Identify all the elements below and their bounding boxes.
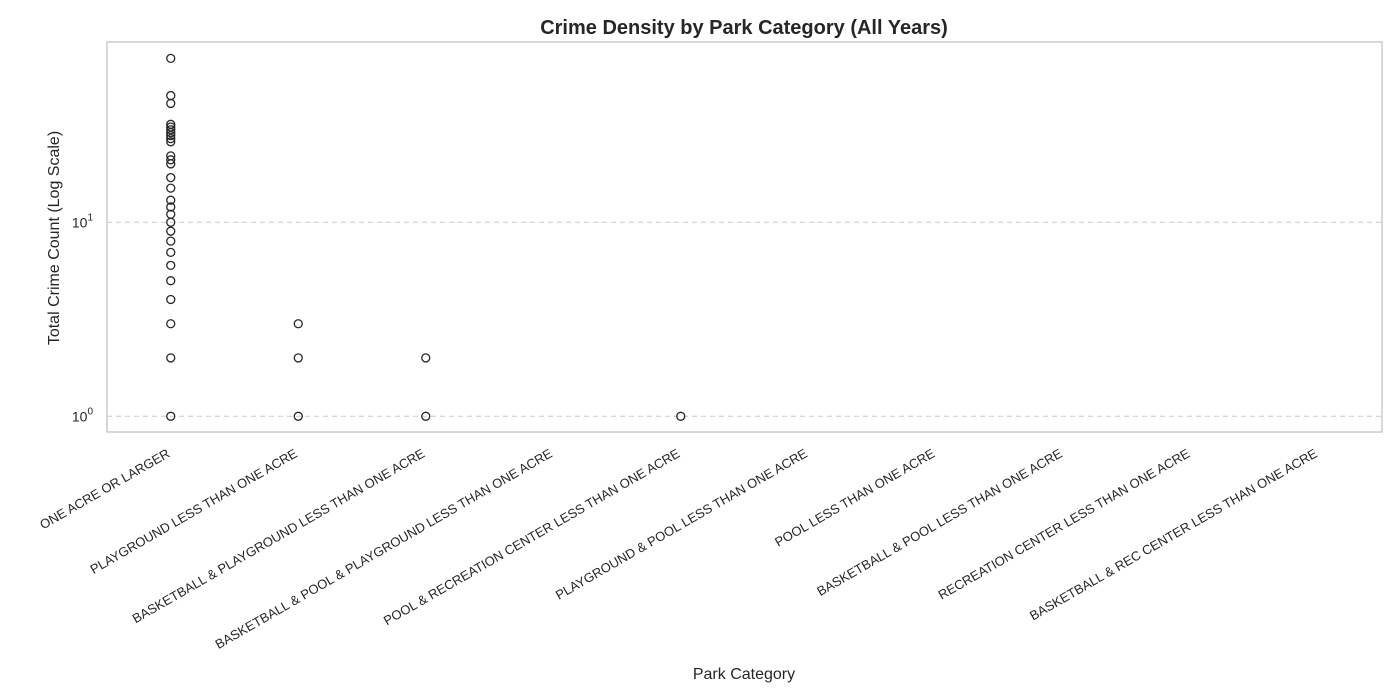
data-point	[293, 411, 303, 421]
x-tick-label: BASKETBALL & REC CENTER LESS THAN ONE AC…	[1027, 445, 1320, 623]
data-point	[166, 294, 176, 305]
y-axis-label: Total Crime Count (Log Scale)	[46, 131, 63, 345]
data-point	[166, 217, 176, 227]
data-point	[421, 353, 431, 363]
data-points	[166, 53, 686, 421]
data-point	[676, 411, 686, 421]
y-axis-ticks: 100 101	[72, 212, 94, 424]
data-point	[166, 236, 176, 246]
data-point	[166, 226, 176, 236]
x-tick-label: PLAYGROUND LESS THAN ONE ACRE	[87, 445, 300, 576]
data-point	[166, 137, 176, 147]
plot-area	[106, 41, 1383, 433]
x-axis-label: Park Category	[693, 666, 795, 683]
data-point	[166, 183, 176, 193]
data-point	[166, 353, 176, 363]
data-point	[166, 127, 176, 138]
data-point	[166, 195, 176, 205]
data-point	[166, 202, 176, 212]
data-point	[293, 319, 303, 329]
data-point	[166, 276, 176, 286]
x-tick-label: BASKETBALL & PLAYGROUND LESS THAN ONE AC…	[130, 445, 428, 626]
x-tick-label: POOL & RECREATION CENTER LESS THAN ONE A…	[381, 445, 683, 628]
data-point	[166, 98, 176, 109]
data-point	[166, 159, 176, 169]
data-point	[166, 133, 176, 144]
x-tick-label: RECREATION CENTER LESS THAN ONE ACRE	[936, 445, 1193, 602]
data-point	[166, 53, 176, 64]
data-point	[166, 90, 176, 101]
chart-title: Crime Density by Park Category (All Year…	[540, 17, 948, 39]
data-point	[166, 319, 176, 329]
data-point	[293, 353, 303, 363]
data-point	[166, 411, 176, 421]
data-point	[166, 125, 176, 135]
data-point	[166, 247, 176, 258]
grid-lines	[107, 221, 1382, 417]
data-point	[166, 260, 176, 270]
y-tick-label: 100	[72, 406, 94, 424]
x-tick-label: ONE ACRE OR LARGER	[37, 446, 172, 533]
y-tick-label: 101	[72, 212, 94, 230]
data-point	[421, 411, 431, 421]
x-tick-label: PLAYGROUND & POOL LESS THAN ONE ACRE	[553, 445, 810, 602]
x-tick-label: BASKETBALL & POOL LESS THAN ONE ACRE	[814, 445, 1065, 598]
data-point	[166, 172, 176, 183]
data-point	[166, 155, 176, 165]
data-point	[166, 130, 176, 141]
